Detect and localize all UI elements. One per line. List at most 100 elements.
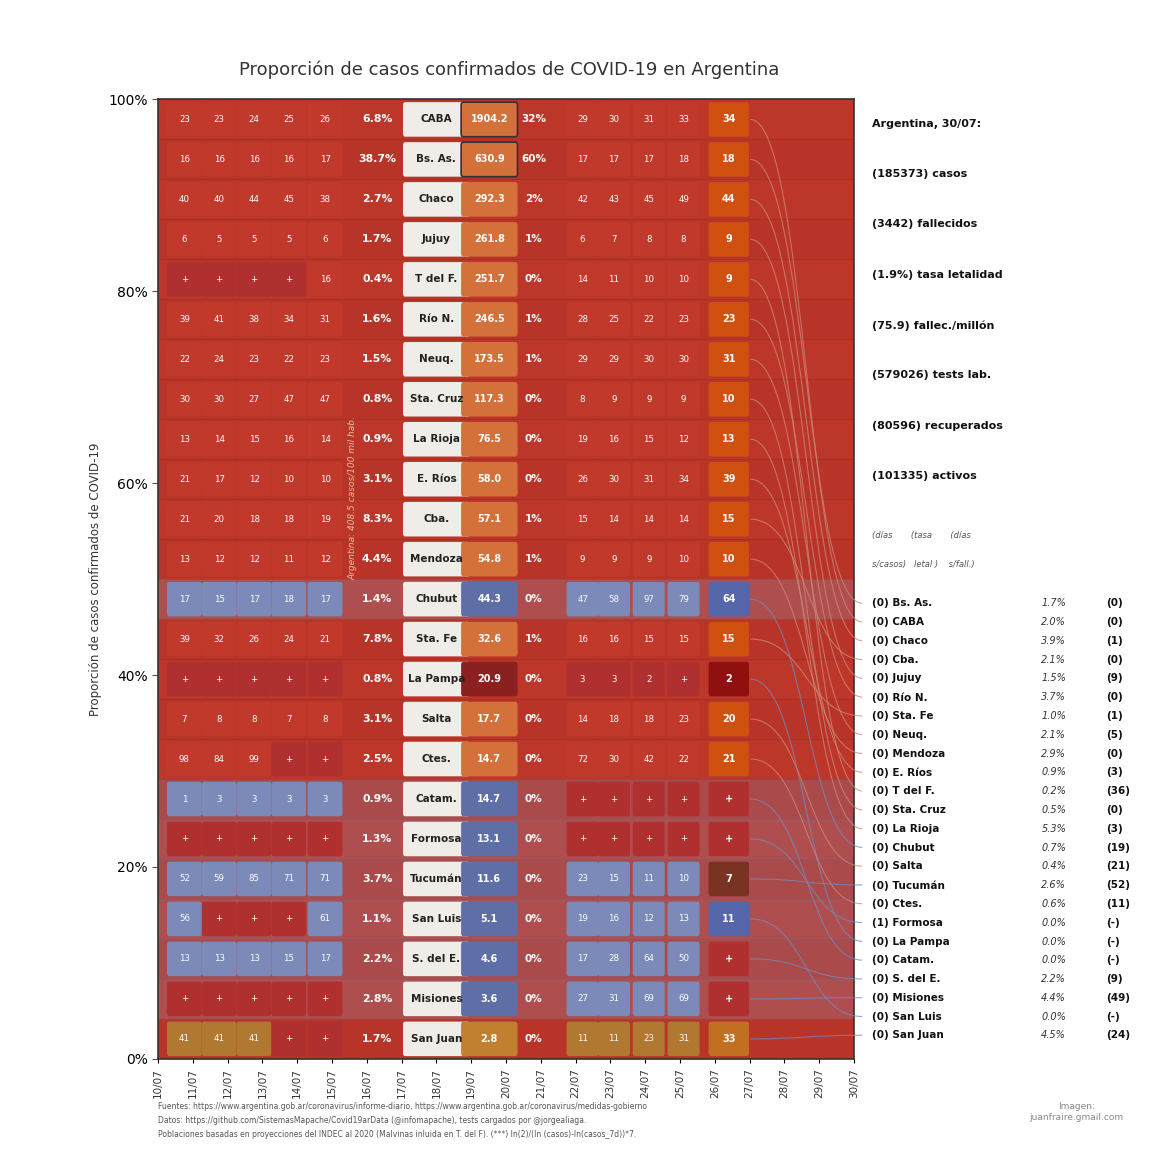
Text: 0%: 0%	[525, 474, 543, 484]
Text: 1.6%: 1.6%	[362, 315, 392, 324]
Text: 15: 15	[283, 955, 295, 963]
FancyBboxPatch shape	[236, 542, 271, 577]
FancyBboxPatch shape	[461, 302, 517, 337]
Text: 2.6%: 2.6%	[1041, 880, 1066, 890]
FancyBboxPatch shape	[236, 581, 271, 617]
Text: 22: 22	[179, 355, 190, 364]
Text: Salta: Salta	[421, 714, 452, 724]
FancyBboxPatch shape	[167, 342, 201, 377]
FancyBboxPatch shape	[271, 782, 307, 817]
FancyBboxPatch shape	[598, 702, 629, 736]
Text: 44.3: 44.3	[477, 594, 501, 604]
Text: (52): (52)	[1106, 880, 1130, 890]
Text: 23: 23	[679, 715, 689, 723]
FancyBboxPatch shape	[598, 142, 629, 177]
Text: 5: 5	[252, 235, 256, 243]
Text: (1.9%) tasa letalidad: (1.9%) tasa letalidad	[872, 270, 1003, 280]
Text: 0%: 0%	[525, 594, 543, 604]
Text: 13: 13	[248, 955, 260, 963]
Text: 13: 13	[179, 555, 190, 564]
FancyBboxPatch shape	[461, 861, 517, 896]
FancyBboxPatch shape	[201, 542, 236, 577]
Text: 98: 98	[179, 755, 190, 764]
Text: 1%: 1%	[525, 315, 543, 324]
Text: 17: 17	[577, 154, 589, 164]
FancyBboxPatch shape	[566, 821, 599, 856]
Text: 0%: 0%	[525, 1034, 543, 1044]
Text: 30: 30	[644, 355, 654, 364]
FancyBboxPatch shape	[709, 782, 749, 817]
FancyBboxPatch shape	[236, 942, 271, 976]
FancyBboxPatch shape	[271, 982, 307, 1017]
Text: 45: 45	[644, 195, 654, 204]
Text: 58: 58	[608, 594, 619, 604]
Text: (0): (0)	[1106, 805, 1122, 815]
Text: +: +	[611, 794, 618, 804]
FancyBboxPatch shape	[308, 621, 343, 656]
FancyBboxPatch shape	[271, 742, 307, 777]
FancyBboxPatch shape	[308, 782, 343, 817]
Bar	[158, 698, 854, 739]
FancyBboxPatch shape	[598, 861, 629, 896]
FancyBboxPatch shape	[308, 302, 343, 337]
FancyBboxPatch shape	[167, 821, 201, 856]
FancyBboxPatch shape	[236, 902, 271, 936]
Text: 23: 23	[679, 315, 689, 324]
Text: (0) La Pampa: (0) La Pampa	[872, 936, 949, 947]
Text: 13: 13	[722, 434, 736, 445]
FancyBboxPatch shape	[668, 821, 700, 856]
Text: 0.8%: 0.8%	[362, 394, 392, 405]
FancyBboxPatch shape	[167, 422, 201, 456]
Text: 24: 24	[214, 355, 225, 364]
Bar	[158, 619, 854, 659]
FancyBboxPatch shape	[633, 1021, 665, 1057]
Text: Dupl.
en días: Dupl. en días	[233, 25, 276, 47]
FancyBboxPatch shape	[633, 782, 665, 817]
Bar	[158, 179, 854, 220]
FancyBboxPatch shape	[402, 621, 470, 656]
Text: 251.7: 251.7	[474, 274, 504, 284]
Text: +: +	[215, 834, 222, 844]
Text: 50: 50	[679, 955, 689, 963]
FancyBboxPatch shape	[668, 742, 700, 777]
Text: (0) Chaco: (0) Chaco	[872, 636, 928, 646]
Text: 17: 17	[319, 955, 331, 963]
Text: 1%: 1%	[525, 555, 543, 564]
FancyBboxPatch shape	[201, 502, 236, 537]
Text: 12: 12	[679, 435, 689, 443]
Text: 0.7%: 0.7%	[1041, 842, 1066, 853]
Text: 10: 10	[644, 275, 654, 284]
Text: 5: 5	[216, 235, 222, 243]
Bar	[158, 938, 854, 979]
FancyBboxPatch shape	[167, 462, 201, 496]
Bar	[158, 659, 854, 700]
Text: 17: 17	[248, 594, 260, 604]
Text: 16: 16	[179, 154, 190, 164]
Text: 6: 6	[322, 235, 328, 243]
FancyBboxPatch shape	[566, 902, 599, 936]
Text: 44: 44	[248, 195, 260, 204]
FancyBboxPatch shape	[308, 982, 343, 1017]
Text: +: +	[215, 675, 222, 683]
Text: (579026) tests lab.: (579026) tests lab.	[872, 371, 991, 380]
Y-axis label: Proporción de casos confirmados de COVID-19: Proporción de casos confirmados de COVID…	[89, 442, 103, 716]
Text: (1): (1)	[1106, 636, 1122, 646]
FancyBboxPatch shape	[566, 702, 599, 736]
FancyBboxPatch shape	[308, 222, 343, 256]
Text: +: +	[285, 275, 292, 284]
Text: 7: 7	[287, 715, 291, 723]
FancyBboxPatch shape	[598, 782, 629, 817]
Text: 2.8: 2.8	[481, 1034, 498, 1044]
Text: 39: 39	[179, 315, 190, 324]
Text: (3): (3)	[1106, 768, 1122, 777]
FancyBboxPatch shape	[201, 302, 236, 337]
FancyBboxPatch shape	[633, 742, 665, 777]
Text: +: +	[680, 675, 687, 683]
Text: 28: 28	[577, 315, 589, 324]
Bar	[158, 500, 854, 539]
FancyBboxPatch shape	[709, 662, 749, 696]
Text: 1%: 1%	[525, 355, 543, 364]
Text: 16: 16	[577, 634, 589, 644]
Text: 34: 34	[679, 475, 689, 483]
Text: 9: 9	[681, 394, 687, 404]
